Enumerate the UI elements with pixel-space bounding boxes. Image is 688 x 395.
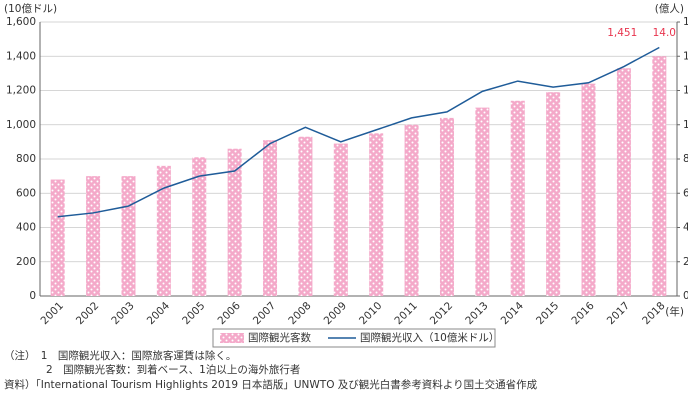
note: 2 国際観光客数：到着ベース、1泊以上の海外旅行者 [4, 363, 300, 376]
legend-label: 国際観光客数 [248, 331, 311, 344]
y-tick-label: 1,000 [6, 119, 36, 131]
y-tick-label: 0 [29, 290, 36, 302]
bar [546, 92, 561, 297]
bar [263, 140, 278, 296]
bar [227, 148, 242, 296]
x-tick-label: 2014 [499, 300, 527, 328]
bar [333, 143, 348, 296]
x-tick-label: 2010 [357, 300, 384, 327]
bar [369, 133, 384, 296]
y-tick-label: 200 [16, 256, 36, 268]
y-tick-label: 600 [16, 187, 36, 199]
line [57, 46, 660, 218]
note: （注） 1 国際観光収入：国際旅客運賃は除く。 [4, 349, 236, 362]
note: 資料）「International Tourism Highlights 201… [4, 378, 538, 391]
bar [652, 56, 667, 296]
x-unit: (年) [665, 305, 684, 318]
y2-tick-label: 2 [683, 256, 688, 268]
y2-tick-label: 16 [683, 16, 688, 28]
bar [50, 179, 65, 296]
y2-unit: (億人) [655, 2, 684, 15]
legend-label: 国際観光収入（10億米ドル） [360, 331, 499, 344]
x-tick-label: 2009 [322, 300, 349, 327]
y-unit: (10億ドル) [4, 2, 57, 15]
x-tick-label: 2018 [640, 300, 667, 327]
bar [616, 68, 631, 296]
x-tick-label: 2017 [605, 300, 632, 327]
bar [581, 83, 596, 297]
x-tick-label: 2015 [534, 300, 561, 327]
legend-box [212, 328, 496, 348]
x-tick-label: 2001 [39, 300, 66, 327]
x-tick-label: 2013 [463, 300, 490, 327]
x-tick-label: 2007 [251, 300, 278, 327]
bar [404, 124, 419, 296]
x-tick-label: 2016 [569, 300, 597, 328]
x-tick-label: 2008 [286, 300, 313, 327]
y-tick-label: 1,400 [6, 50, 36, 62]
x-tick-label: 2003 [109, 300, 136, 327]
bar [439, 117, 454, 297]
y-tick-label: 400 [16, 222, 36, 234]
y2-tick-label: 8 [683, 153, 688, 165]
bar [298, 136, 313, 296]
x-tick-label: 2006 [215, 300, 243, 328]
legend-swatch [220, 333, 244, 343]
x-tick-label: 2005 [180, 300, 207, 327]
bar [475, 107, 490, 296]
y-tick-label: 1,600 [6, 16, 36, 28]
x-tick-label: 2011 [392, 300, 419, 327]
y2-tick-label: 14 [683, 50, 688, 62]
bar [86, 176, 101, 296]
x-tick-label: 2002 [74, 300, 101, 327]
bar [121, 176, 136, 296]
y2-tick-label: 10 [683, 119, 688, 131]
y2-tick-label: 0 [683, 290, 688, 302]
value-label: 14.0 [653, 27, 676, 39]
y2-tick-label: 4 [683, 222, 688, 234]
x-tick-label: 2004 [145, 300, 173, 328]
bar [156, 165, 171, 296]
x-tick-label: 2012 [428, 300, 455, 327]
y-tick-label: 800 [16, 153, 36, 165]
y2-tick-label: 6 [683, 187, 688, 199]
bar [510, 100, 525, 297]
bar [192, 157, 207, 296]
y-tick-label: 1,200 [6, 85, 36, 97]
value-label: 1,451 [607, 27, 637, 39]
y2-tick-label: 12 [683, 85, 688, 97]
